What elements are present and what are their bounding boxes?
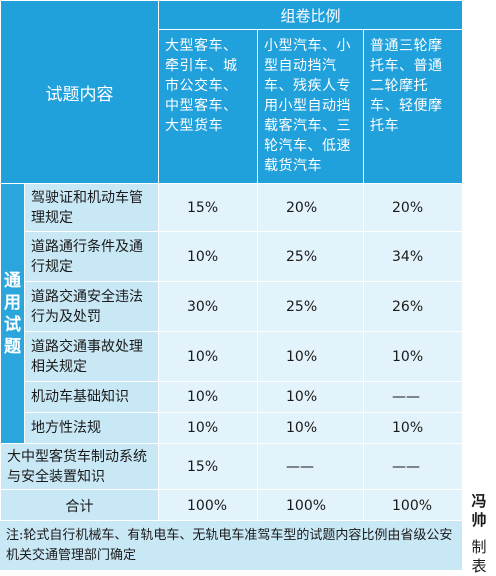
header-group-title: 组卷比例 <box>157 0 464 30</box>
cell-value: 15% <box>158 443 258 490</box>
category-general: 通用试题 <box>0 183 25 444</box>
cell-value: 10% <box>257 381 364 413</box>
cell-value: 20% <box>362 183 464 232</box>
cell-value: 34% <box>362 231 464 282</box>
cell-value: 15% <box>158 183 258 232</box>
row-label: 道路交通安全违法行为及处罚 <box>24 281 159 332</box>
cell-total: 100% <box>362 489 464 522</box>
cell-value: —— <box>362 381 464 413</box>
cell-value: 10% <box>362 412 464 444</box>
header-col-motorcycles: 普通三轮摩托车、普通二轮摩托车、轻便摩托车 <box>362 29 464 184</box>
footnote: 注:轮式自行机械车、有轨电车、无轨电车准驾车型的试题内容比例由省级公安机关交通管… <box>0 520 462 570</box>
row-label-total: 合计 <box>0 489 159 522</box>
cell-value: 10% <box>158 412 258 444</box>
exam-ratio-table: 试题内容 组卷比例 大型客车、牵引车、城市公交车、中型客车、大型货车 小型汽车、… <box>0 0 464 522</box>
cell-value: 26% <box>362 281 464 332</box>
credit: 冯帅 制表 <box>468 492 490 576</box>
cell-value: 10% <box>362 331 464 382</box>
cell-total: 100% <box>257 489 364 522</box>
cell-value: —— <box>362 443 464 490</box>
cell-value: 10% <box>257 412 364 444</box>
cell-value: 30% <box>158 281 258 332</box>
cell-value: 25% <box>257 281 364 332</box>
row-label-brake-system: 大中型客货车制动系统与安全装置知识 <box>0 443 159 490</box>
category-label: 通用试题 <box>4 270 21 357</box>
header-col-small-vehicles: 小型汽车、小型自动挡汽车、残疾人专用小型自动挡载客汽车、三轮汽车、低速载货汽车 <box>257 29 364 184</box>
cell-value: 10% <box>158 381 258 413</box>
row-label: 机动车基础知识 <box>24 381 159 413</box>
cell-value: 10% <box>257 331 364 382</box>
cell-value: 20% <box>257 183 364 232</box>
cell-value: —— <box>257 443 364 490</box>
header-content-label: 试题内容 <box>0 0 159 184</box>
table-container: 试题内容 组卷比例 大型客车、牵引车、城市公交车、中型客车、大型货车 小型汽车、… <box>0 0 464 570</box>
cell-value: 25% <box>257 231 364 282</box>
cell-value: 10% <box>158 331 258 382</box>
row-label: 道路通行条件及通行规定 <box>24 231 159 282</box>
row-label: 地方性法规 <box>24 412 159 444</box>
cell-total: 100% <box>158 489 258 522</box>
header-col-large-vehicles: 大型客车、牵引车、城市公交车、中型客车、大型货车 <box>158 29 258 184</box>
row-label: 道路交通事故处理相关规定 <box>24 331 159 382</box>
credit-suffix: 制表 <box>471 538 487 575</box>
cell-value: 10% <box>158 231 258 282</box>
row-label: 驾驶证和机动车管理规定 <box>24 183 159 232</box>
credit-name: 冯帅 <box>471 492 487 529</box>
